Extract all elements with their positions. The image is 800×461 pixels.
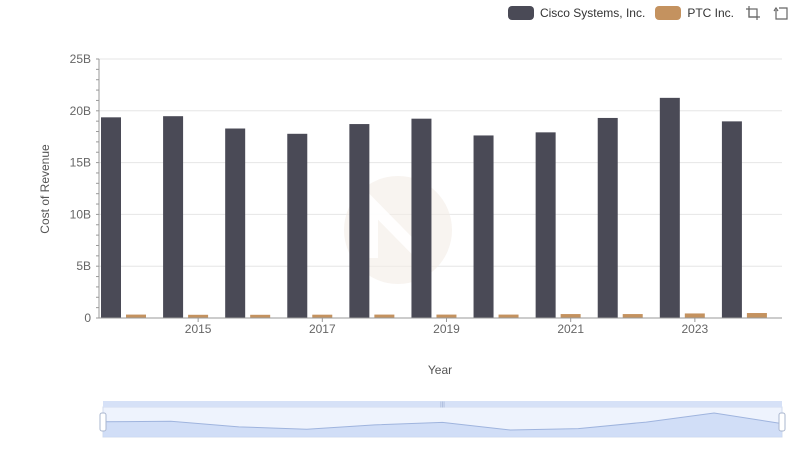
- y-tick-label: 5B: [76, 259, 91, 273]
- bar-ptc-2023[interactable]: [684, 313, 705, 318]
- legend-label-cisco: Cisco Systems, Inc.: [539, 6, 646, 20]
- bar-cisco-2014[interactable]: [101, 117, 121, 318]
- zoom-handle-bar[interactable]: [103, 401, 782, 407]
- bar-ptc-2024[interactable]: [746, 313, 767, 318]
- bar-cisco-2020[interactable]: [473, 135, 494, 318]
- x-tick-label: 2021: [557, 322, 584, 336]
- zoom-preview-line: [102, 412, 783, 431]
- legend-swatch-cisco: [507, 6, 534, 20]
- x-tick-label: 2015: [185, 322, 212, 336]
- bar-ptc-2015[interactable]: [188, 314, 209, 318]
- bar-ptc-2019[interactable]: [436, 314, 457, 318]
- bar-cisco-2019[interactable]: [411, 118, 432, 318]
- bar-cisco-2021[interactable]: [535, 132, 556, 318]
- bar-ptc-2022[interactable]: [622, 314, 643, 318]
- bar-series: [101, 97, 767, 319]
- axes: 0 5B 10B 15B 20B 25B 2015 2017 2019 2021 2023: [70, 52, 782, 336]
- zoom-grip: |||: [440, 402, 445, 408]
- zoom-handle-left[interactable]: [99, 412, 107, 432]
- data-zoom-slider[interactable]: |||: [99, 401, 786, 438]
- bar-ptc-2014[interactable]: [126, 314, 146, 318]
- bar-ptc-2020[interactable]: [498, 314, 519, 318]
- bar-cisco-2015[interactable]: [163, 116, 184, 319]
- legend-item-cisco[interactable]: Cisco Systems, Inc.: [507, 6, 646, 20]
- bar-cisco-2016[interactable]: [225, 128, 246, 318]
- y-tick-label: 25B: [70, 52, 91, 66]
- legend-item-ptc[interactable]: PTC Inc.: [655, 6, 734, 20]
- x-tick-label: 2023: [682, 322, 709, 336]
- x-tick-label: 2017: [309, 322, 336, 336]
- bar-cisco-2023[interactable]: [659, 97, 680, 318]
- bar-cisco-2018[interactable]: [349, 124, 370, 319]
- legend: Cisco Systems, Inc. PTC Inc.: [507, 4, 790, 22]
- bar-cisco-2024[interactable]: [721, 121, 742, 318]
- bar-ptc-2016[interactable]: [250, 314, 271, 318]
- y-axis-label: Cost of Revenue: [38, 144, 52, 234]
- zoom-select-icon[interactable]: [744, 4, 762, 22]
- x-tick-label: 2019: [433, 322, 460, 336]
- legend-label-ptc: PTC Inc.: [687, 6, 734, 20]
- y-tick-label: 0: [84, 311, 91, 325]
- bar-cisco-2017[interactable]: [287, 133, 308, 318]
- y-tick-label: 20B: [70, 104, 91, 118]
- bar-ptc-2021[interactable]: [560, 314, 581, 318]
- bar-ptc-2017[interactable]: [312, 314, 333, 318]
- bar-cisco-2022[interactable]: [597, 117, 618, 319]
- x-axis-label: Year: [428, 363, 452, 377]
- legend-swatch-ptc: [655, 6, 682, 20]
- y-tick-label: 15B: [70, 156, 91, 170]
- restore-icon[interactable]: [772, 4, 790, 22]
- bar-ptc-2018[interactable]: [374, 314, 395, 318]
- y-tick-label: 10B: [70, 207, 91, 221]
- zoom-handle-right[interactable]: [778, 412, 786, 432]
- zoom-preview-area: [103, 413, 782, 437]
